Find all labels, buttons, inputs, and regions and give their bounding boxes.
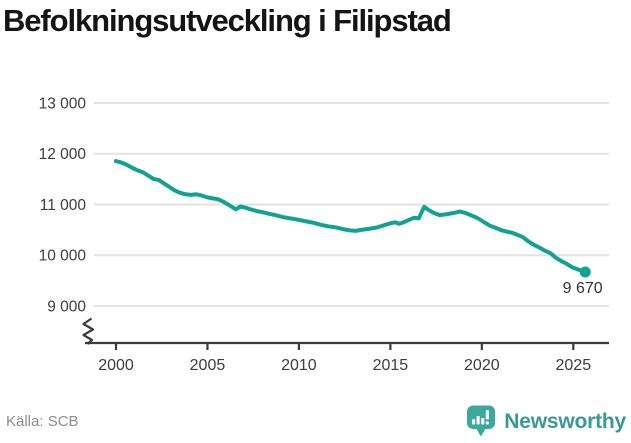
- end-point-label: 9 670: [563, 280, 603, 297]
- newsworthy-logo-icon: [467, 405, 496, 437]
- x-tick-label: 2015: [373, 357, 409, 374]
- y-tick-label: 11 000: [40, 197, 87, 214]
- axis-break-icon: [82, 317, 95, 345]
- newsworthy-wordmark: Newsworthy: [504, 409, 626, 433]
- population-line-chart: 13 000 12 000 11 000 10 000 9 000 2000 2005 201…: [39, 95, 609, 374]
- x-tick-label: 2010: [281, 357, 317, 374]
- x-tick-label: 2020: [464, 357, 500, 374]
- source-note: Källa: SCB: [6, 413, 79, 430]
- chart-footer: Källa: SCB Newsworthy: [6, 405, 626, 438]
- y-tick-label: 9 000: [47, 298, 86, 315]
- y-tick-label: 13 000: [39, 95, 87, 112]
- x-tick-label: 2025: [556, 357, 592, 374]
- x-tick-label: 2005: [190, 357, 226, 374]
- newsworthy-logo: Newsworthy: [466, 405, 626, 438]
- y-tick-label: 10 000: [39, 247, 87, 264]
- end-point-dot: [579, 266, 591, 278]
- population-line: [114, 158, 588, 274]
- y-tick-label: 12 000: [39, 146, 87, 163]
- chart-card: Befolkningsutveckling i Filipstad 13 000…: [0, 3, 631, 443]
- chart-title: Befolkningsutveckling i Filipstad: [3, 3, 452, 38]
- x-tick-label: 2000: [98, 357, 134, 374]
